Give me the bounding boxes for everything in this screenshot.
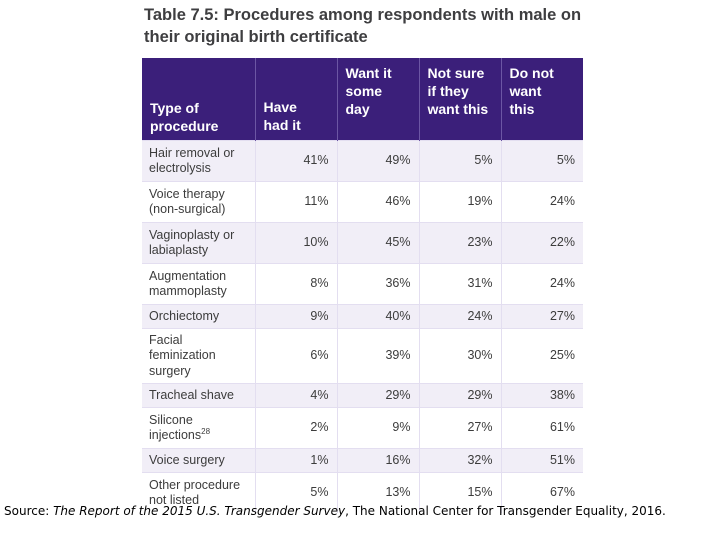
value-do-not-want: 25% — [500, 328, 583, 384]
header-label: Type of procedure — [150, 100, 219, 134]
value-have-had-it: 5% — [254, 472, 337, 513]
value-have-had-it: 1% — [254, 448, 337, 473]
value-want-it: 13% — [336, 472, 419, 513]
value-do-not-want: 67% — [500, 472, 583, 513]
value-want-it: 9% — [336, 407, 419, 449]
value-do-not-want: 38% — [500, 383, 583, 408]
procedure-name: Augmentation mammoplasty — [142, 263, 255, 305]
table-row: Augmentation mammoplasty 8% 36% 31% 24% — [142, 263, 583, 305]
value-do-not-want: 61% — [500, 407, 583, 449]
value-not-sure: 23% — [418, 222, 501, 264]
source-report-title: The Report of the 2015 U.S. Transgender … — [53, 504, 346, 518]
table-caption: Procedures among respondents with male o… — [144, 6, 582, 46]
table-row: Orchiectomy 9% 40% 24% 27% — [142, 304, 583, 329]
source-publisher: , The National Center for Transgender Eq… — [345, 504, 666, 518]
value-have-had-it: 8% — [254, 263, 337, 305]
table-row: Vaginoplasty or labiaplasty 10% 45% 23% … — [142, 222, 583, 264]
value-not-sure: 19% — [418, 181, 501, 223]
value-not-sure: 5% — [418, 140, 501, 182]
value-have-had-it: 6% — [254, 328, 337, 384]
value-want-it: 49% — [336, 140, 419, 182]
value-want-it: 45% — [336, 222, 419, 264]
table-row: Other procedure not listed 5% 13% 15% 67… — [142, 472, 583, 513]
procedures-table-container: Type of procedure Have had it Want it so… — [142, 58, 583, 513]
value-want-it: 16% — [336, 448, 419, 473]
value-have-had-it: 2% — [254, 407, 337, 449]
procedure-name: Tracheal shave — [142, 383, 255, 408]
procedure-name: Voice surgery — [142, 448, 255, 473]
header-have-had-it: Have had it — [254, 58, 337, 141]
table-row: Voice therapy (non-surgical) 11% 46% 19%… — [142, 181, 583, 223]
value-not-sure: 27% — [418, 407, 501, 449]
header-not-sure: Not sure if they want this — [418, 58, 501, 141]
table-row: Facial feminization surgery 6% 39% 30% 2… — [142, 328, 583, 384]
source-citation: Source: The Report of the 2015 U.S. Tran… — [4, 504, 718, 518]
header-want-it-some-day: Want it some day — [336, 58, 419, 141]
procedure-name: Silicone injections28 — [142, 407, 255, 449]
value-have-had-it: 11% — [254, 181, 337, 223]
value-have-had-it: 41% — [254, 140, 337, 182]
value-do-not-want: 27% — [500, 304, 583, 329]
table-row: Voice surgery 1% 16% 32% 51% — [142, 448, 583, 473]
header-row: Type of procedure Have had it Want it so… — [142, 58, 583, 141]
value-do-not-want: 51% — [500, 448, 583, 473]
procedure-name: Orchiectomy — [142, 304, 255, 329]
value-do-not-want: 24% — [500, 181, 583, 223]
procedure-name: Vaginoplasty or labiaplasty — [142, 222, 255, 264]
value-not-sure: 32% — [418, 448, 501, 473]
header-label: Want it some day — [345, 65, 392, 117]
procedure-name-text: Silicone injections — [149, 412, 202, 443]
value-have-had-it: 9% — [254, 304, 337, 329]
header-label: Do not want this — [509, 65, 554, 117]
value-have-had-it: 4% — [254, 383, 337, 408]
header-do-not-want: Do not want this — [500, 58, 583, 141]
footnote-marker: 28 — [201, 426, 211, 436]
value-do-not-want: 24% — [500, 263, 583, 305]
header-label: Not sure if they want this — [427, 65, 489, 117]
value-want-it: 29% — [336, 383, 419, 408]
procedures-table: Type of procedure Have had it Want it so… — [142, 58, 583, 513]
procedure-name: Hair removal or electrolysis — [142, 140, 255, 182]
header-label: Have had it — [263, 99, 301, 133]
table-title: Table 7.5: Procedures among respondents … — [144, 4, 594, 48]
source-prefix: Source: — [4, 504, 54, 518]
procedure-name: Facial feminization surgery — [142, 328, 255, 384]
value-do-not-want: 5% — [500, 140, 583, 182]
value-not-sure: 30% — [418, 328, 501, 384]
procedure-name: Voice therapy (non-surgical) — [142, 181, 255, 223]
value-not-sure: 31% — [418, 263, 501, 305]
procedure-name: Other procedure not listed — [142, 472, 255, 513]
value-want-it: 46% — [336, 181, 419, 223]
value-have-had-it: 10% — [254, 222, 337, 264]
value-want-it: 40% — [336, 304, 419, 329]
table-row: Hair removal or electrolysis 41% 49% 5% … — [142, 140, 583, 182]
value-do-not-want: 22% — [500, 222, 583, 264]
header-type-of-procedure: Type of procedure — [142, 58, 255, 141]
value-not-sure: 15% — [418, 472, 501, 513]
value-want-it: 36% — [336, 263, 419, 305]
value-want-it: 39% — [336, 328, 419, 384]
table-row: Tracheal shave 4% 29% 29% 38% — [142, 383, 583, 408]
value-not-sure: 29% — [418, 383, 501, 408]
table-number: Table 7.5: — [144, 6, 219, 24]
table-row: Silicone injections28 2% 9% 27% 61% — [142, 407, 583, 449]
value-not-sure: 24% — [418, 304, 501, 329]
